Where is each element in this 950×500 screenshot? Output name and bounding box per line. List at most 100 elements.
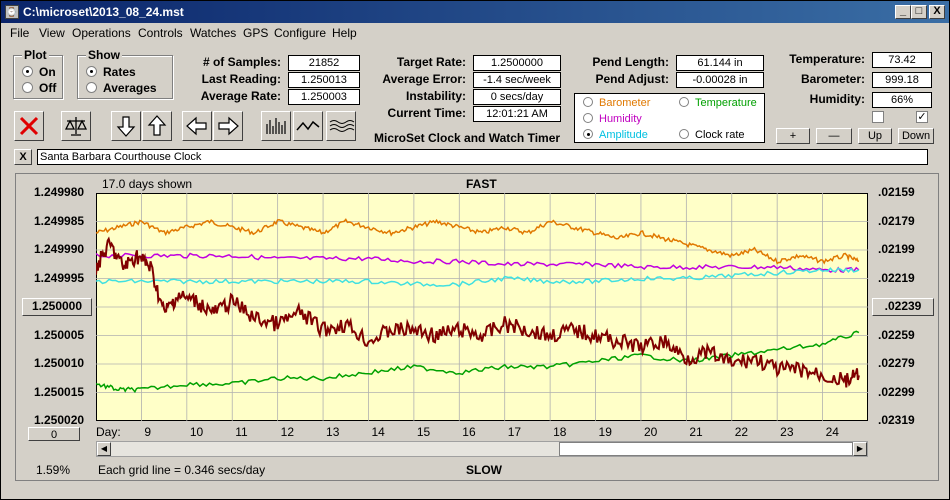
series-line (96, 267, 860, 288)
y-tick-left: 1.249990 (34, 242, 85, 256)
x-tick: 12 (280, 425, 294, 439)
x-tick: 20 (643, 425, 658, 439)
series-clock-rate-label: Clock rate (695, 129, 745, 141)
clock-name-field[interactable]: Santa Barbara Courthouse Clock (37, 149, 928, 165)
menu-controls[interactable]: Controls (138, 26, 183, 40)
scale-icon (64, 117, 88, 136)
plot-off-radio[interactable]: Off (22, 81, 56, 95)
barometer-label: Barometer: (800, 72, 865, 86)
pend-length-label: Pend Length: (592, 55, 669, 69)
y-tick-left: 1.250010 (34, 356, 85, 370)
radio-dot (583, 97, 593, 107)
series-line (96, 218, 860, 265)
minimize-button[interactable]: _ (895, 5, 911, 19)
close-button[interactable]: X (929, 5, 945, 19)
y-tick-right: .02219 (878, 270, 915, 285)
series-barometer-radio[interactable]: Barometer (583, 97, 650, 109)
balance-button[interactable] (61, 111, 91, 141)
fast-label: FAST (466, 177, 497, 191)
day-label: Day: (96, 425, 121, 439)
show-group-title: Show (86, 48, 122, 62)
series-humidity-label: Humidity (599, 113, 642, 125)
plot-group: Plot On Off (13, 48, 63, 99)
bars-icon (266, 118, 286, 134)
pend-adjust-field: -0.00028 in (676, 72, 764, 88)
series-amplitude-radio[interactable]: Amplitude (583, 129, 648, 141)
menu-view[interactable]: View (39, 26, 65, 40)
menu-operations[interactable]: Operations (72, 26, 131, 40)
x-tick: 13 (326, 425, 340, 439)
show-rates-radio[interactable]: Rates (86, 65, 136, 79)
title-bar[interactable]: ⌚ C:\microset\2013_08_24.mst _ □ X (1, 1, 949, 23)
y-tick-right: .02279 (878, 356, 915, 370)
series-clock-rate-radio[interactable]: Clock rate (679, 129, 745, 141)
chart-panel: 17.0 days shown FAST SLOW Each grid line… (15, 173, 939, 481)
humidity-field: 66% (872, 92, 932, 108)
target-rate-field[interactable]: 1.2500000 (473, 55, 561, 71)
clock-app-icon[interactable]: ⌚ (5, 5, 19, 19)
samples-label: # of Samples: (202, 55, 281, 69)
y-tick-right: .02199 (878, 242, 915, 256)
percent-label: 1.59% (36, 463, 71, 477)
bars-view-button[interactable] (261, 111, 291, 141)
scroll-left-icon[interactable]: ◀ (97, 442, 111, 456)
minus-button[interactable]: — (816, 128, 852, 144)
menu-configure[interactable]: Configure (274, 26, 327, 40)
window-title: C:\microset\2013_08_24.mst (23, 5, 184, 19)
series-temperature-radio[interactable]: Temperature (679, 97, 757, 109)
zero-button[interactable]: 0 (28, 427, 80, 441)
days-shown-label: 17.0 days shown (102, 177, 193, 191)
x-tick: 18 (553, 425, 567, 439)
horizontal-scrollbar[interactable]: ◀ ▶ (96, 441, 868, 457)
x-tick: 10 (189, 425, 204, 439)
left-baseline-button[interactable]: 1.250000 (22, 298, 92, 316)
x-tick: 22 (734, 425, 749, 439)
instability-label: Instability: (405, 89, 466, 103)
plus-button[interactable]: + (776, 128, 810, 144)
right-checkbox[interactable]: ✓ (916, 111, 928, 123)
instability-field: 0 secs/day (473, 89, 561, 105)
x-tick: 14 (371, 425, 385, 439)
stop-button[interactable] (14, 111, 44, 141)
slow-label: SLOW (466, 463, 502, 477)
x-tick: 21 (689, 425, 703, 439)
line-view-button[interactable] (293, 111, 323, 141)
menu-gps[interactable]: GPS (243, 26, 269, 40)
menu-bar: File View Operations Controls Watches GP… (1, 23, 949, 43)
series-select-panel: Barometer Temperature Humidity Amplitude… (574, 93, 765, 143)
series-line (96, 330, 860, 394)
average-error-field: -1.4 sec/week (473, 72, 561, 88)
wave-view-button[interactable] (326, 111, 356, 141)
y-tick-left: 1.250015 (34, 384, 85, 399)
scroll-thumb[interactable] (559, 442, 853, 456)
series-humidity-radio[interactable]: Humidity (583, 113, 642, 125)
arrow-up-button[interactable] (142, 111, 172, 141)
show-averages-radio[interactable]: Averages (86, 81, 157, 95)
x-tick: 24 (825, 425, 839, 439)
arrow-right-button[interactable] (213, 111, 243, 141)
series-barometer-label: Barometer (599, 97, 651, 109)
radio-dot (583, 113, 593, 123)
pend-length-field[interactable]: 61.144 in (676, 55, 764, 71)
menu-help[interactable]: Help (332, 26, 357, 40)
up-button[interactable]: Up (858, 128, 892, 144)
arrow-up-icon (147, 115, 167, 136)
scroll-right-icon[interactable]: ▶ (853, 442, 867, 456)
humidity-label: Humidity: (809, 92, 865, 106)
left-checkbox[interactable] (872, 111, 884, 123)
menu-file[interactable]: File (10, 26, 30, 40)
arrow-down-button[interactable] (111, 111, 141, 141)
y-tick-right: .02259 (878, 327, 915, 342)
plot-group-title: Plot (22, 48, 49, 62)
right-baseline-button[interactable]: .02239 (872, 298, 934, 316)
y-tick-left: 1.250020 (34, 413, 85, 427)
plot-on-radio[interactable]: On (22, 65, 56, 79)
menu-watches[interactable]: Watches (190, 26, 237, 40)
y-tick-left: 1.249995 (34, 270, 85, 285)
radio-dot (583, 129, 593, 139)
down-button[interactable]: Down (898, 128, 934, 144)
clear-name-button[interactable]: X (14, 149, 32, 165)
maximize-button[interactable]: □ (911, 5, 927, 19)
x-tick: 16 (462, 425, 476, 439)
arrow-left-button[interactable] (182, 111, 212, 141)
